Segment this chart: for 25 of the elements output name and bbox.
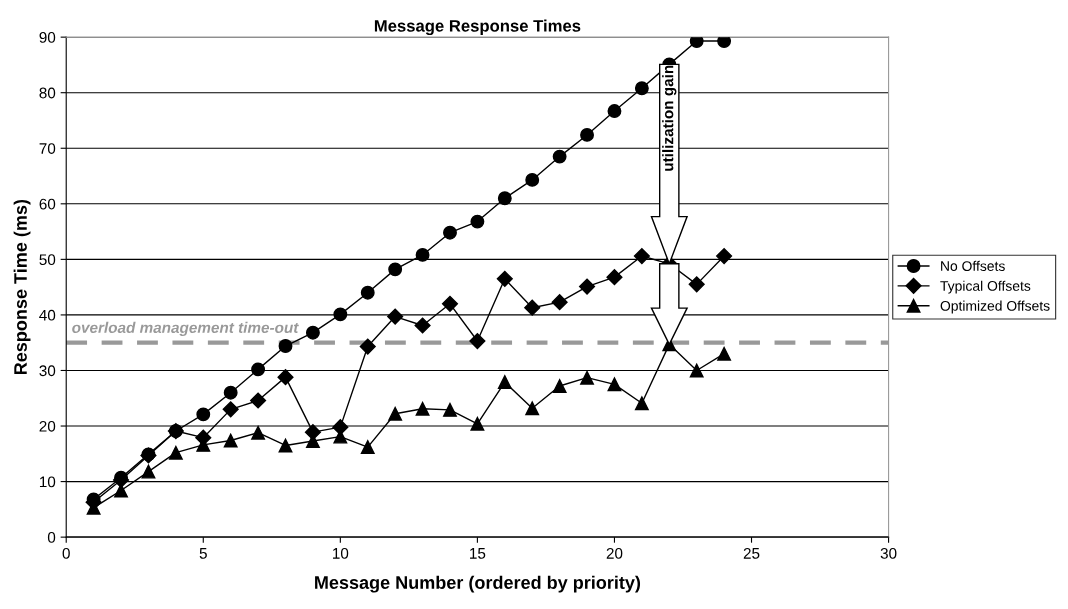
y-tick-label: 90 xyxy=(39,32,56,43)
legend-label: Typical Offsets xyxy=(940,280,1031,294)
annotation: utilization gain xyxy=(662,65,677,171)
y-tick-label: 50 xyxy=(39,254,56,266)
x-axis-title: Message Number (ordered by priority) xyxy=(315,575,641,593)
x-tick-label: 15 xyxy=(470,548,486,559)
x-tick-label: 5 xyxy=(199,548,207,559)
legend-label: No Offsets xyxy=(941,260,1005,271)
legend-label: Optimized Offsets xyxy=(940,300,1050,314)
y-tick-label: 10 xyxy=(39,476,56,488)
x-tick-label: 0 xyxy=(62,547,70,559)
chart-title: Message Response Times xyxy=(374,19,581,36)
y-tick-label: 20 xyxy=(39,420,56,432)
y-axis-title: Response Time (ms) xyxy=(13,199,31,375)
y-tick-label: 0 xyxy=(47,532,56,543)
y-tick-label: 30 xyxy=(39,365,56,377)
x-tick-label: 20 xyxy=(606,547,623,559)
y-tick-label: 80 xyxy=(39,87,56,99)
y-tick-label: 70 xyxy=(39,143,56,154)
y-tick-label: 40 xyxy=(39,309,56,321)
ref-line-label: overload management time-out xyxy=(72,321,299,337)
x-tick-label: 10 xyxy=(333,547,349,559)
y-tick-label: 60 xyxy=(39,198,56,210)
x-tick-label: 30 xyxy=(880,547,897,559)
x-tick-label: 25 xyxy=(743,547,760,559)
